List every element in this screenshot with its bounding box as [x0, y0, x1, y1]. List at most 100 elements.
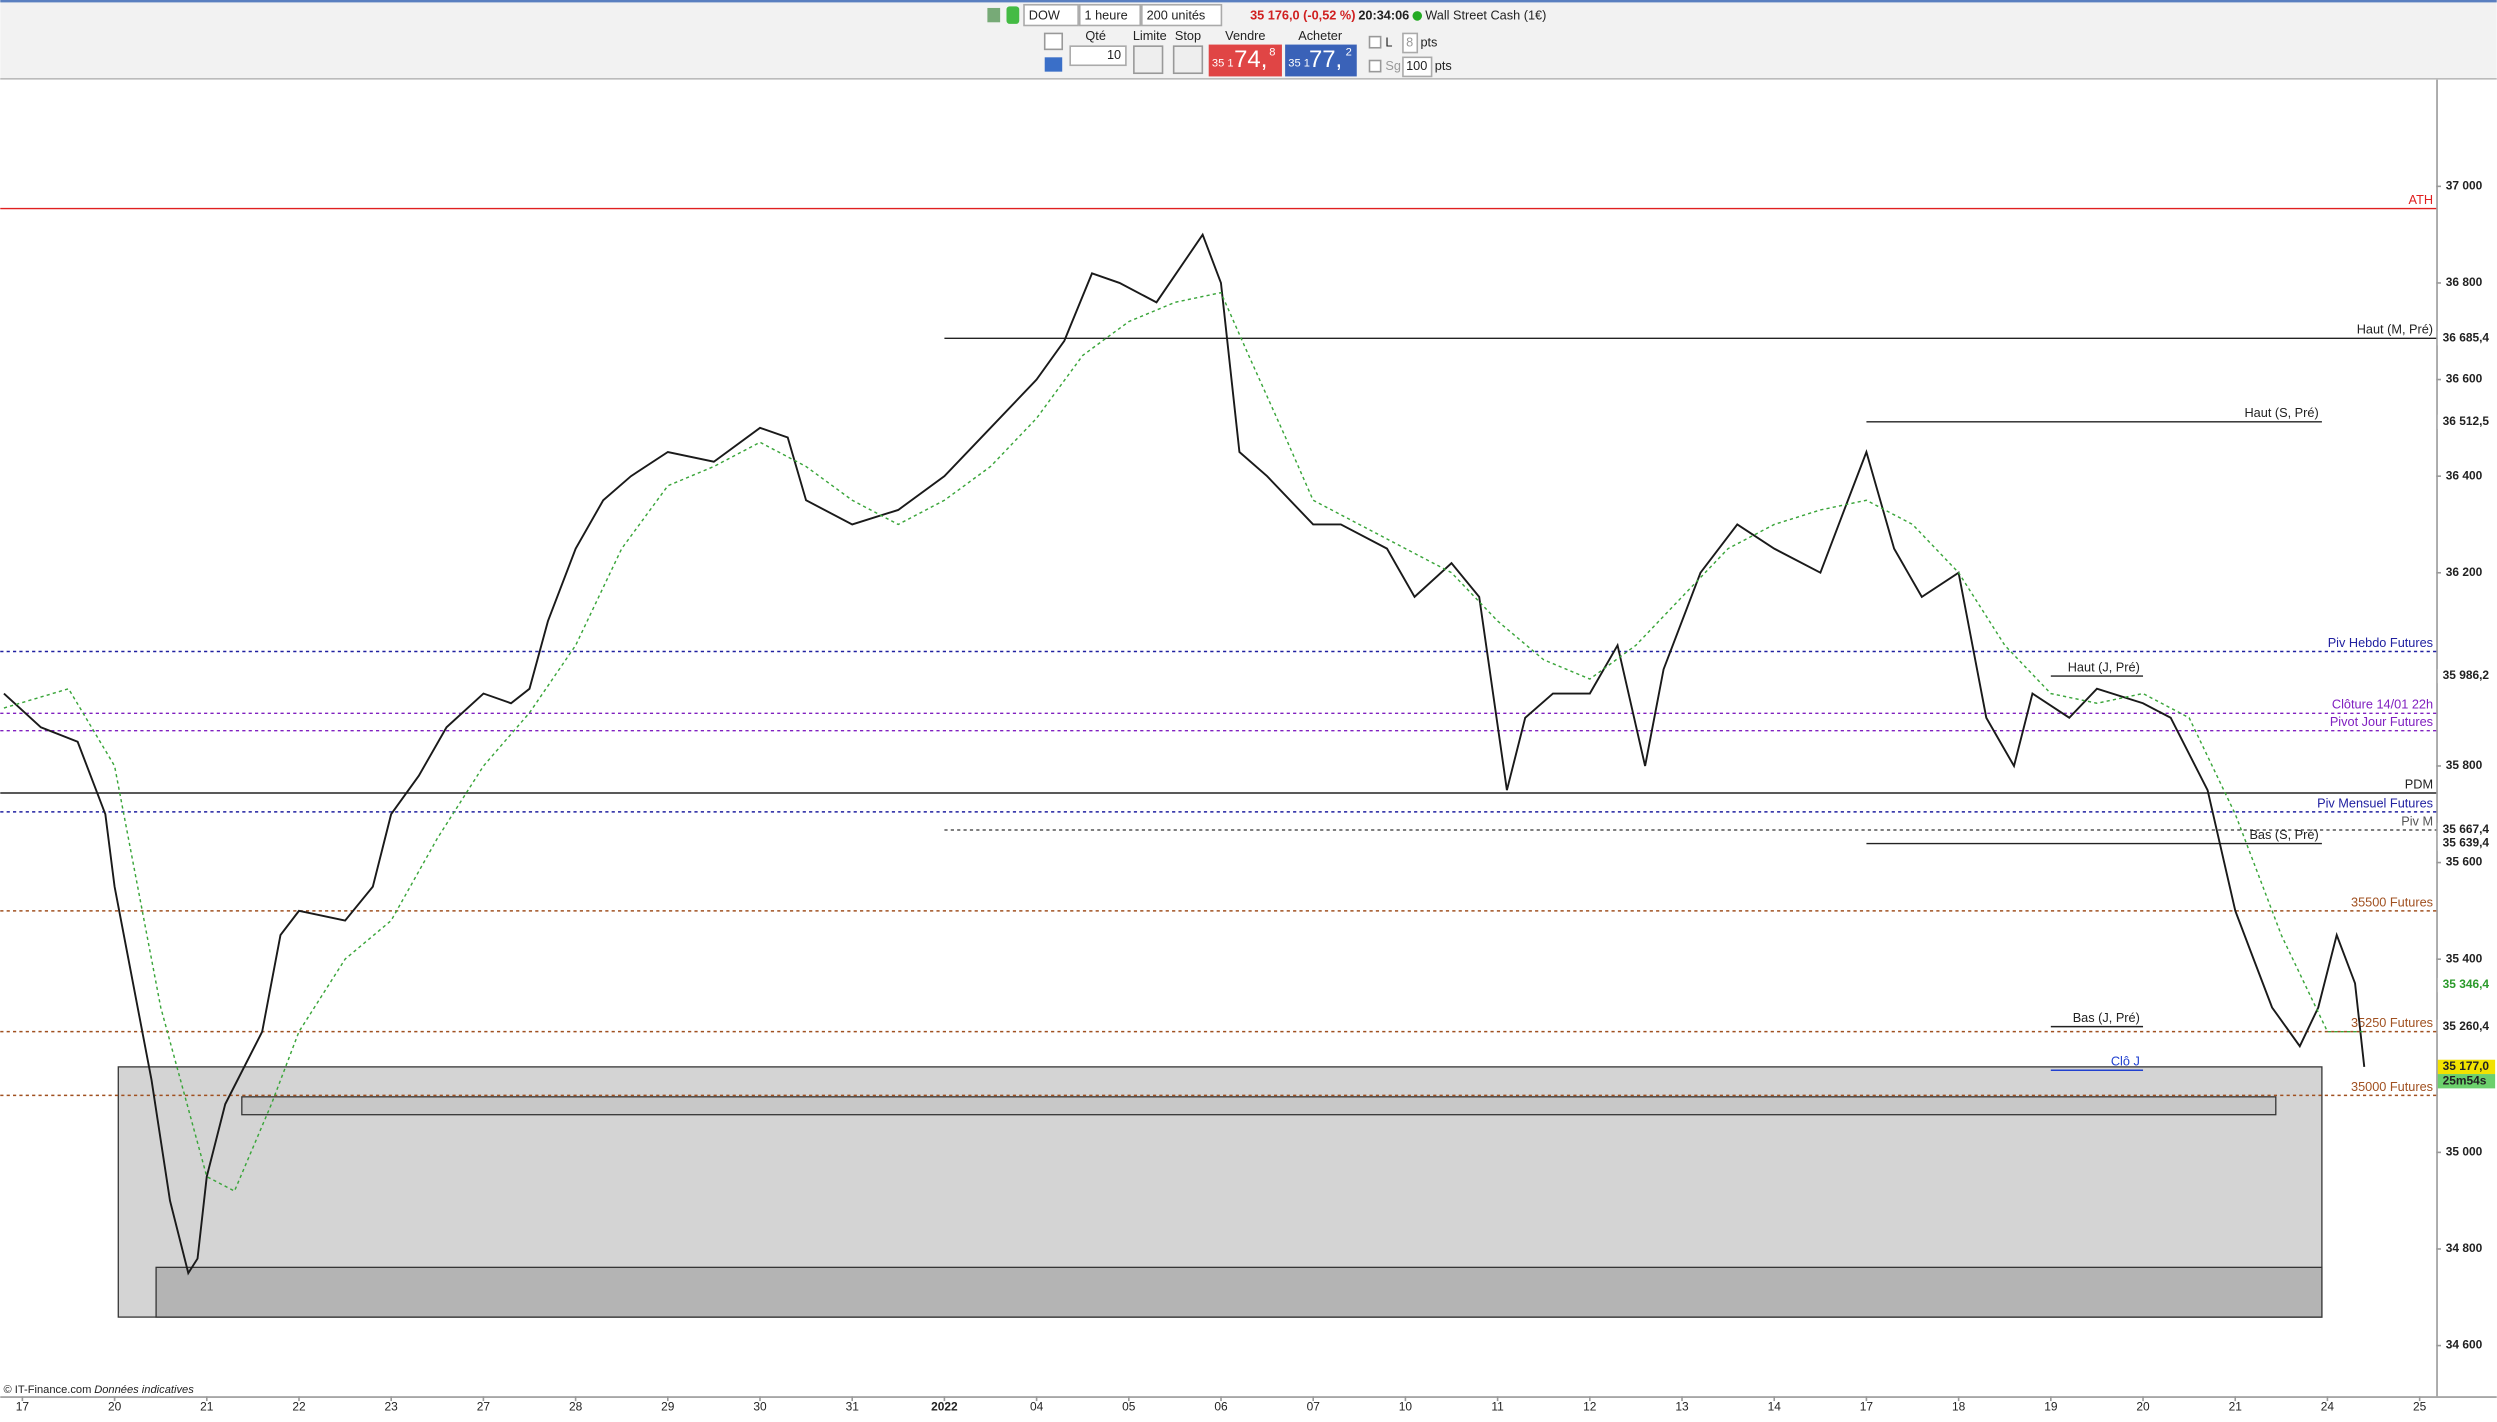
level-label: Pivot Jour Futures: [2330, 714, 2433, 729]
x-tick-label: 04: [1030, 1400, 1044, 1414]
instrument: Wall Street Cash (1€): [1425, 7, 1546, 22]
symbol: DOW: [1029, 7, 1060, 22]
buy-label: Acheter: [1298, 28, 1343, 43]
l-value: 8: [1406, 34, 1413, 49]
l-label: L: [1385, 34, 1392, 49]
sell-sup: 8: [1269, 46, 1275, 58]
price-tag: [2437, 414, 2496, 429]
y-tick-label: 36 200: [2446, 565, 2483, 579]
sell-prefix: 35 1: [1212, 58, 1234, 70]
level-label: PDM: [2405, 776, 2433, 791]
buy-main: 77,: [1309, 46, 1342, 73]
stop-button[interactable]: [1172, 45, 1204, 75]
x-tick-label: 30: [753, 1400, 767, 1414]
sg-value: 100: [1406, 58, 1427, 73]
size: 200 unités: [1147, 7, 1206, 22]
x-tick-label: 25: [2413, 1400, 2427, 1414]
x-tick-label: 28: [569, 1400, 583, 1414]
level-label: Clôture 14/01 22h: [2332, 697, 2433, 712]
y-tick-label: 34 600: [2446, 1338, 2483, 1352]
price-tag-label: 35 667,4: [2443, 822, 2490, 836]
buy-button[interactable]: [1285, 44, 1357, 77]
sg-input[interactable]: [1402, 56, 1433, 78]
y-tick-label: 35 000: [2446, 1145, 2483, 1159]
level-label: 35500 Futures: [2351, 894, 2433, 909]
y-tick-label: 34 800: [2446, 1241, 2483, 1255]
y-tick-label: 35 400: [2446, 951, 2483, 965]
level-label: Piv Mensuel Futures: [2317, 795, 2433, 810]
y-tick-label: 37 000: [2446, 179, 2483, 193]
plot: 37 000 36 800 36 600 36 400 36 200 35 800 35 6…: [0, 179, 2496, 1414]
level-label: 35250 Futures: [2351, 1015, 2433, 1030]
level-label: 35000 Futures: [2351, 1079, 2433, 1094]
x-tick-label: 21: [2229, 1400, 2243, 1414]
y-tick-label: 36 400: [2446, 468, 2483, 482]
price-tag: [2437, 822, 2496, 838]
x-tick-label: 13: [1675, 1400, 1689, 1414]
level-label: Clô J: [2111, 1054, 2140, 1069]
countdown: 25m54s: [2443, 1073, 2487, 1087]
x-tick-label: 17: [16, 1400, 30, 1414]
x-tick-label: 14: [1768, 1400, 1782, 1414]
time: 20:34:06: [1358, 7, 1409, 22]
checkbox[interactable]: [1368, 59, 1382, 73]
zone: [155, 1266, 2323, 1318]
price-tag-label: 35 260,4: [2443, 1019, 2490, 1033]
sg-label: Sg: [1385, 58, 1401, 73]
level-label: Bas (S, Pré): [2249, 827, 2318, 842]
price-tag-label: 36 512,5: [2443, 414, 2490, 428]
x-tick-label: 10: [1399, 1400, 1413, 1414]
price-tag: [2437, 331, 2496, 346]
price-tag: [2437, 1019, 2496, 1034]
y-tick-label: 36 600: [2446, 372, 2483, 386]
buy-sup: 2: [1346, 46, 1352, 58]
x-tick-label: 07: [1307, 1400, 1321, 1414]
period: 1 heure: [1085, 7, 1128, 22]
quote: 35 176,0 (-0,52 %): [1250, 7, 1355, 22]
tool-button[interactable]: [1044, 57, 1063, 72]
sell-button[interactable]: [1208, 44, 1282, 77]
x-tick-label: 06: [1214, 1400, 1228, 1414]
icon[interactable]: [1006, 6, 1020, 24]
x-tick-label: 2022: [931, 1400, 958, 1414]
status-dot: [1412, 11, 1423, 21]
l-unit: pts: [1420, 34, 1437, 49]
size-select[interactable]: [1141, 3, 1223, 27]
price-tag-label: 35 177,0: [2443, 1059, 2490, 1073]
price-tag: [2437, 668, 2496, 684]
level-label: Haut (S, Pré): [2244, 405, 2318, 420]
x-tick-label: 18: [1952, 1400, 1966, 1414]
price-tag: [2437, 1059, 2496, 1075]
price-tag-label: 36 685,4: [2443, 330, 2490, 344]
x-tick-label: 23: [385, 1400, 399, 1414]
x-tick-label: 24: [2321, 1400, 2335, 1414]
qty-label: Qté: [1085, 28, 1106, 43]
qty-input[interactable]: [1069, 45, 1127, 67]
top-edge: [0, 0, 2497, 3]
limit-button[interactable]: [1133, 45, 1164, 75]
x-tick-label: 20: [108, 1400, 122, 1414]
icon[interactable]: [987, 7, 1001, 23]
price-tag: [2437, 977, 2496, 993]
l-input[interactable]: [1402, 32, 1419, 54]
price-tag-label: 35 986,2: [2443, 668, 2490, 682]
level-label: Haut (J, Pré): [2068, 659, 2140, 674]
x-tick-label: 05: [1122, 1400, 1136, 1414]
period-select[interactable]: [1078, 3, 1142, 27]
qty: 10: [1107, 47, 1121, 62]
y-tick-label: 35 600: [2446, 855, 2483, 869]
level-label: Haut (M, Pré): [2357, 322, 2433, 337]
stop-label: Stop: [1175, 28, 1201, 43]
price-line: [3, 232, 2366, 1276]
x-tick-label: 20: [2136, 1400, 2150, 1414]
zone: [241, 1096, 2277, 1116]
price-tag-label: 35 346,4: [2443, 977, 2490, 991]
tool-button[interactable]: [1043, 32, 1064, 51]
symbol-select[interactable]: [1023, 3, 1079, 27]
checkbox[interactable]: [1368, 35, 1382, 49]
level-label: ATH: [2409, 192, 2434, 207]
x-tick-label: 12: [1583, 1400, 1597, 1414]
x-tick-label: 21: [200, 1400, 214, 1414]
